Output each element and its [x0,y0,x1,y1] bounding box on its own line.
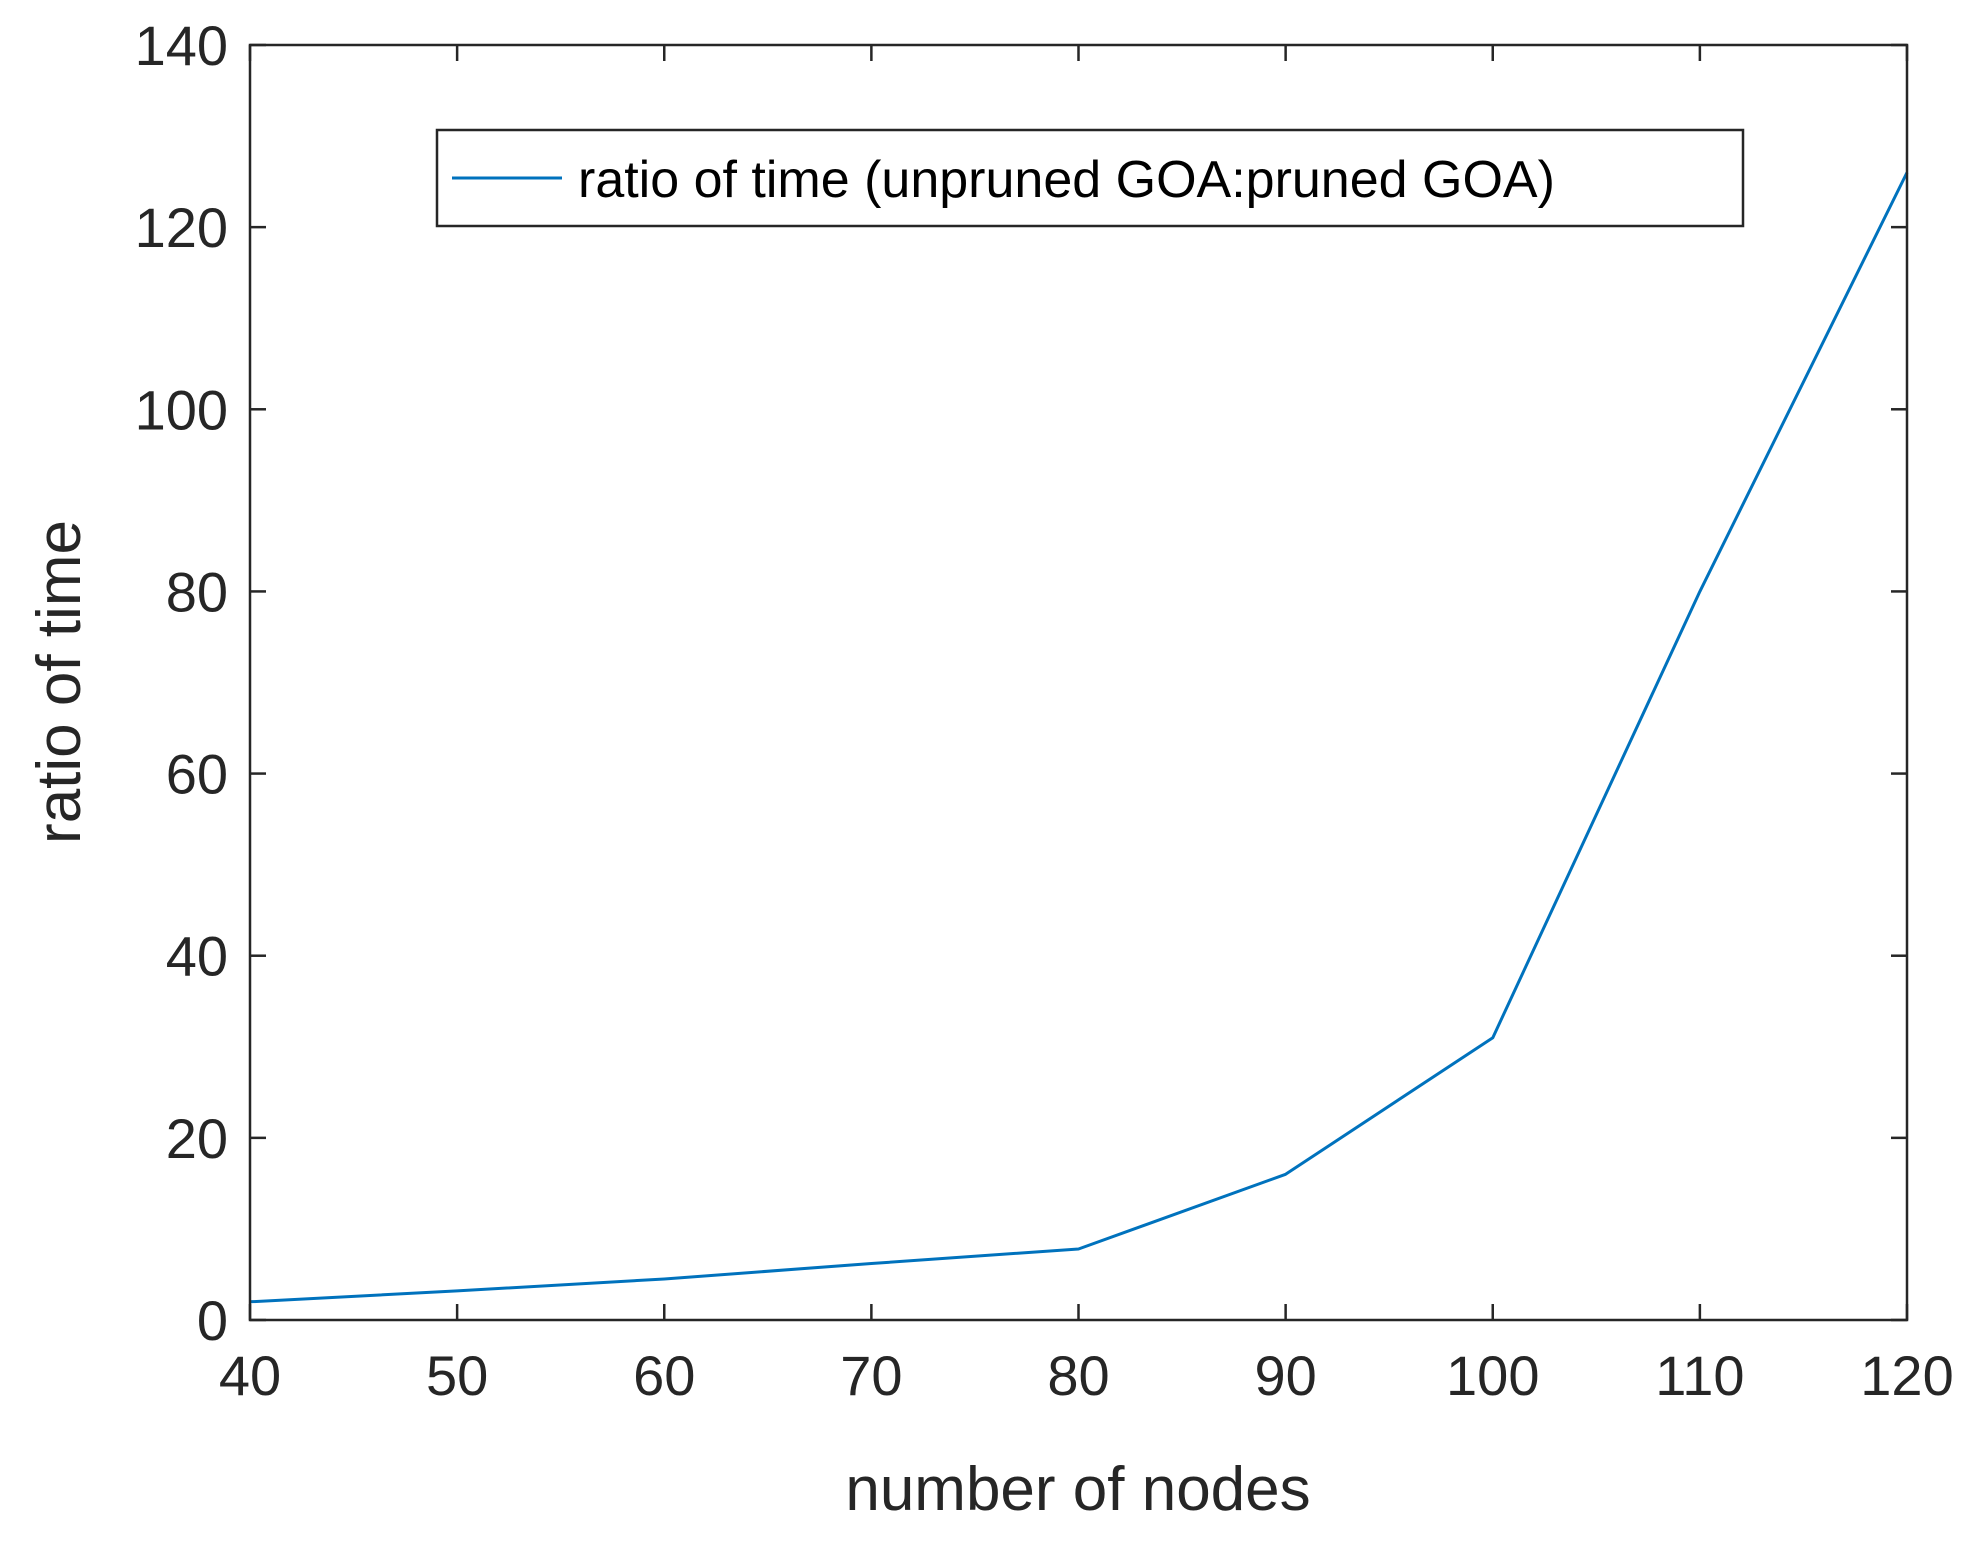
x-tick-label: 110 [1655,1344,1744,1407]
x-tick-label: 100 [1446,1344,1539,1407]
x-tick-label: 70 [840,1344,902,1407]
x-tick-label: 90 [1254,1344,1316,1407]
x-tick-label: 80 [1047,1344,1109,1407]
x-tick-label: 40 [219,1344,281,1407]
y-tick-label: 120 [135,196,228,259]
axes-layer [248,43,1909,1322]
y-tick-label: 20 [166,1107,228,1170]
legend: ratio of time (unpruned GOA:pruned GOA) [435,128,1745,228]
plot-area [250,45,1907,1320]
x-axis-label: number of nodes [845,1455,1310,1524]
x-tick-label: 50 [426,1344,488,1407]
y-tick-label: 60 [166,743,228,806]
y-tick-labels: 0 20 40 60 80 100 120 140 [135,14,228,1352]
x-tick-label: 120 [1860,1344,1953,1407]
legend-box [435,128,1745,228]
x-tick-label: 60 [633,1344,695,1407]
y-axis-label: ratio of time [25,520,94,844]
y-tick-label: 140 [135,14,228,77]
y-tick-label: 0 [197,1289,228,1352]
x-tick-labels: 40 50 60 70 80 90 100 110 120 [219,1344,1954,1407]
y-tick-label: 40 [166,925,228,988]
y-tick-label: 100 [135,378,228,441]
legend-label: ratio of time (unpruned GOA:pruned GOA) [578,151,1555,209]
y-tick-label: 80 [166,560,228,623]
